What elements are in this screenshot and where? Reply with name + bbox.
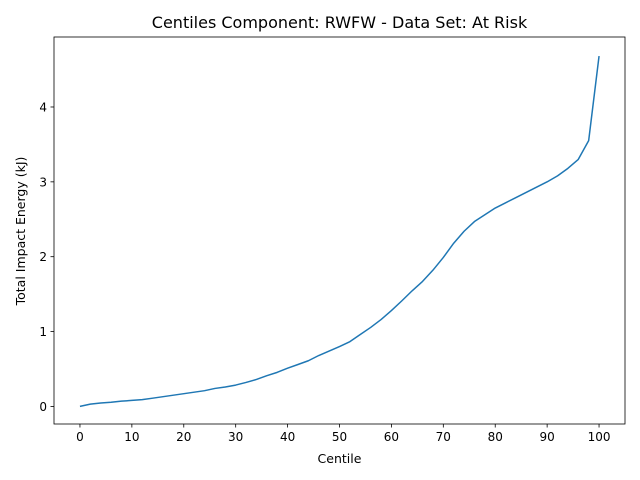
x-tick-label-60: 60: [384, 430, 399, 444]
x-tick-label-50: 50: [332, 430, 347, 444]
x-tick-label-40: 40: [280, 430, 295, 444]
y-tick-label-2: 2: [39, 250, 47, 264]
x-tick-label-100: 100: [588, 430, 611, 444]
y-tick-label-0: 0: [39, 400, 47, 414]
y-tick-label-3: 3: [39, 175, 47, 189]
x-tick-label-30: 30: [228, 430, 243, 444]
y-tick-label-4: 4: [39, 100, 47, 114]
x-tick-label-90: 90: [539, 430, 554, 444]
chart-title: Centiles Component: RWFW - Data Set: At …: [152, 13, 528, 32]
series-line-0: [79, 55, 600, 408]
x-tick-label-0: 0: [76, 430, 84, 444]
plot-area: 0 10 20 30 40 50 60 70 80 90 100 0 1 2 3 4: [39, 36, 626, 444]
x-tick-label-20: 20: [176, 430, 191, 444]
x-tick-label-80: 80: [488, 430, 503, 444]
x-tick-label-10: 10: [124, 430, 139, 444]
x-tick-label-70: 70: [436, 430, 451, 444]
y-tick-label-1: 1: [39, 325, 47, 339]
x-axis-label: Centile: [318, 451, 362, 466]
y-axis-label: Total Impact Energy (kJ): [13, 157, 28, 307]
